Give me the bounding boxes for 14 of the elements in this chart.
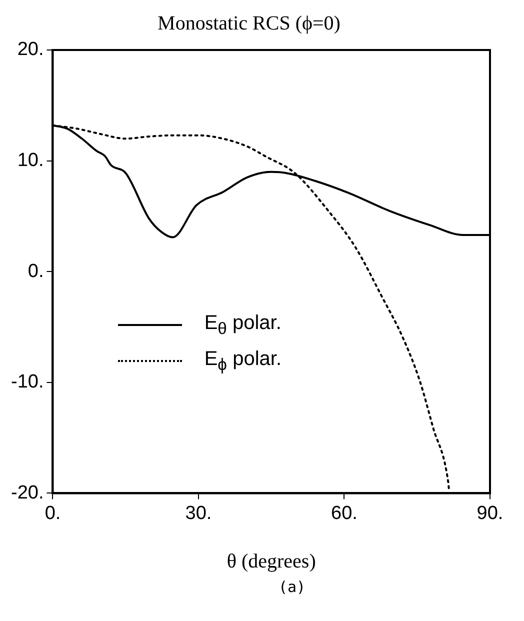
y-tick-label: 0. xyxy=(28,260,44,282)
y-tick-label: 10. xyxy=(17,150,44,172)
y-tick-label: 20. xyxy=(17,39,44,60)
x-axis-title: θ (degrees) xyxy=(226,550,316,572)
x-tick-label: 30. xyxy=(185,502,212,524)
y-tick-label: -10. xyxy=(10,372,44,393)
x-tick-label: 90. xyxy=(476,502,504,524)
x-tick-label: 60. xyxy=(331,502,358,524)
legend-label: E$_{ϕ}$ polar. xyxy=(204,348,282,375)
chart-title: Monostatic RCS (ϕ=0) xyxy=(158,12,340,34)
y-tick-label: -20. xyxy=(10,482,44,504)
legend-label: E$_{θ}$ polar. xyxy=(204,312,282,339)
text: (a) xyxy=(277,578,307,596)
x-tick-label: 0. xyxy=(44,502,61,524)
